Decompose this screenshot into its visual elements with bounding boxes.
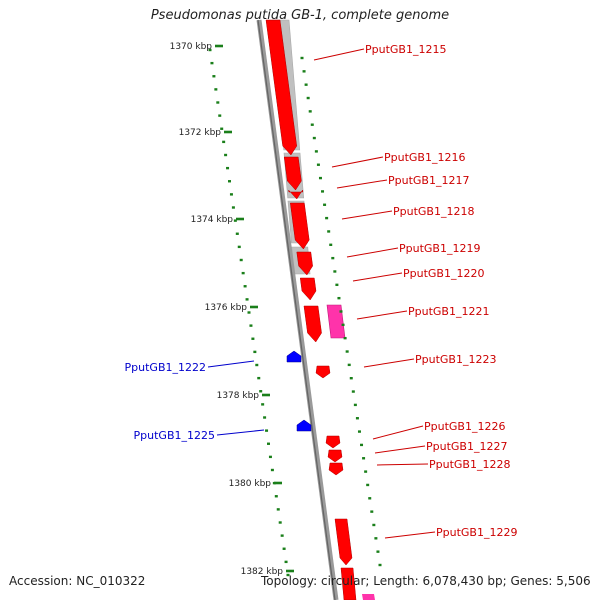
forward-gene-small [315,365,331,379]
gene-label-forward: PputGB1_1221 [408,305,489,318]
gene-label-forward: PputGB1_1219 [399,242,480,255]
forward-gene-arrow [296,251,313,276]
gene-label-forward: PputGB1_1228 [429,458,510,471]
ruler-tick-label: 1372 kbp [179,128,222,138]
gene-label-forward: PputGB1_1215 [365,43,446,56]
forward-gene-arrow [290,202,310,250]
forward-gene-arrow [288,189,304,200]
gene-label-leader [207,360,255,368]
gene-label-leader [341,210,393,220]
gene-label-forward: PputGB1_1229 [436,526,517,539]
ruler-tick-label: 1376 kbp [205,303,248,313]
gene-label-leader [374,445,426,454]
ruler-tick-label: 1374 kbp [191,215,234,225]
ruler-tick-label: 1382 kbp [241,567,284,577]
forward-gene-small [328,462,344,476]
forward-gene-small [327,449,343,463]
gene-label-leader [372,425,424,440]
gene-label-leader [313,48,365,61]
forward-gene-arrow [334,518,353,566]
forward-gene-arrow [283,156,302,191]
gene-label-forward: PputGB1_1217 [388,174,469,187]
gene-label-leader [384,531,436,539]
reverse-gene [296,419,312,432]
map-title: Pseudomonas putida GB-1, complete genome [150,8,450,23]
accession-text: Accession: NC_010322 [9,574,146,588]
gene-label-forward: PputGB1_1226 [424,420,505,433]
genome-summary-text: Topology: circular; Length: 6,078,430 bp… [261,574,591,588]
gene-label-forward: PputGB1_1220 [403,267,484,280]
forward-gene-arrow [265,19,297,156]
gene-label-leader [331,156,384,168]
gene-label-leader [352,272,403,282]
rna-gene-feature [326,304,346,339]
reverse-gene [286,350,302,363]
gene-label-leader [356,310,408,320]
forward-gene-small [325,435,341,449]
gene-label-leader [346,247,399,258]
rna-gene-feature [362,594,375,600]
gene-label-forward: PputGB1_1227 [426,440,507,453]
forward-gene-arrow [303,305,322,343]
gene-label-forward: PputGB1_1216 [384,151,465,164]
ruler-tick-label: 1380 kbp [229,479,272,489]
backbone-edge-line [257,19,336,600]
ruler-tick-label: 1370 kbp [170,42,213,52]
gene-label-leader [336,179,388,189]
gene-label-forward: PputGB1_1218 [393,205,474,218]
gene-label-reverse: PputGB1_1222 [125,361,206,374]
gene-label-reverse: PputGB1_1225 [134,429,215,442]
backbone-line [256,19,339,600]
forward-gene-arrow [299,277,317,301]
gene-label-leader [216,429,265,436]
gene-label-leader [376,463,429,466]
forward-gene-arrow [340,567,357,600]
ruler-tick-label: 1378 kbp [217,391,260,401]
gene-label-forward: PputGB1_1223 [415,353,496,366]
gene-label-leader [363,358,415,368]
